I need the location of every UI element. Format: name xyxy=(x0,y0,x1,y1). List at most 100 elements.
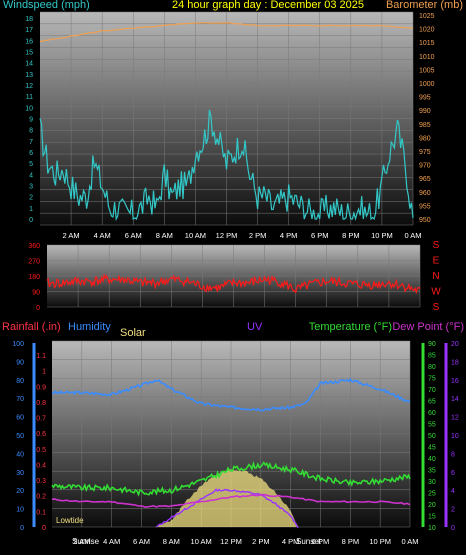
wind-time-tick: 4 PM xyxy=(280,231,298,240)
rainfall-tick: 0.1 xyxy=(36,509,46,516)
barometer-tick: 970 xyxy=(419,163,431,170)
windspeed-tick: 2 xyxy=(29,195,33,202)
temp-time-tick: 12 PM xyxy=(220,537,242,546)
windspeed-tick: 11 xyxy=(26,94,33,101)
barometer-tick: 960 xyxy=(419,190,431,197)
uv-tick: 0 xyxy=(451,525,455,532)
temp-time-tick: 4 PM xyxy=(282,537,300,546)
rainfall-tick: 0.2 xyxy=(36,494,46,501)
dewpoint-line xyxy=(51,493,411,508)
rainfall-tick: 0 xyxy=(42,525,46,532)
uv-line xyxy=(156,488,299,529)
wind-time-labels: 2 AM 4 AM 6 AM 8 AM 10 AM 12 PM 2 PM 4 PM 6 PM 8 … xyxy=(63,231,422,240)
temperature-tick: 55 xyxy=(428,422,436,429)
humidity-line xyxy=(51,377,411,412)
uv-tick: 18 xyxy=(451,359,459,366)
temp-time-tick: 6 PM xyxy=(312,537,330,546)
windspeed-tick: 6 xyxy=(29,150,33,157)
wind-direction-line xyxy=(46,273,421,295)
wind-time-tick: 12 PM xyxy=(216,231,238,240)
temperature-tick: 60 xyxy=(428,410,436,417)
rainfall-tick: 0.9 xyxy=(36,384,46,391)
barometer-tick: 950 xyxy=(419,217,431,224)
temperature-tick: 75 xyxy=(428,376,436,383)
barometer-tick: 965 xyxy=(419,176,431,183)
legend-dewpoint: Dew Point (°F) xyxy=(392,321,464,333)
humidity-tick: 10 xyxy=(16,507,24,514)
compass-label: S xyxy=(433,240,440,251)
windspeed-tick: 14 xyxy=(25,61,33,68)
windspeed-tick: 10 xyxy=(25,105,33,112)
humidity-tick: 20 xyxy=(16,488,24,495)
rainfall-tick: 0.8 xyxy=(36,400,46,407)
temperature-tick: 90 xyxy=(428,341,436,348)
temperature-tick: 10 xyxy=(428,525,436,532)
compass-label: W xyxy=(431,287,441,298)
barometer-tick: 1000 xyxy=(419,81,435,88)
temperature-tick: 50 xyxy=(428,433,436,440)
barometer-tick: 1005 xyxy=(419,67,435,74)
humidity-tick: 0 xyxy=(20,525,24,532)
temperature-tick: 15 xyxy=(428,514,436,521)
windspeed-tick: 4 xyxy=(29,172,33,179)
windspeed-tick: 1 xyxy=(29,206,33,213)
temp-time-tick: 6 AM xyxy=(133,537,150,546)
windspeed-tick: 17 xyxy=(25,27,33,34)
humidity-tick: 100 xyxy=(12,341,24,348)
barometer-tick: 955 xyxy=(419,203,431,210)
graph-title: 24 hour graph day : December 03 2025 xyxy=(172,0,364,11)
sunrise-label: Sunrise xyxy=(72,537,100,546)
temp-time-tick: 0 AM xyxy=(401,537,418,546)
legend-rainfall: Rainfall (.in) xyxy=(2,321,61,333)
wind-time-tick: 2 AM xyxy=(63,231,80,240)
wind-time-tick: 6 PM xyxy=(311,231,329,240)
temp-time-tick: 8 PM xyxy=(342,537,360,546)
temperature-tick: 65 xyxy=(428,399,436,406)
windspeed-tick: 0 xyxy=(29,217,33,224)
windspeed-tick: 15 xyxy=(25,50,33,57)
legend-temperature: Temperature (°F) xyxy=(309,321,392,333)
rainfall-tick: 1 xyxy=(42,369,46,376)
uv-tick: 10 xyxy=(451,433,459,440)
barometer-tick: 1020 xyxy=(419,27,435,34)
temperature-tick: 85 xyxy=(428,353,436,360)
windspeed-tick: 16 xyxy=(25,38,33,45)
windspeed-tick: 8 xyxy=(29,128,33,135)
uv-tick: 16 xyxy=(451,378,459,385)
direction-tick: 180 xyxy=(28,274,40,281)
direction-tick: 0 xyxy=(36,305,40,312)
windspeed-tick: 5 xyxy=(29,161,33,168)
barometer-tick: 1015 xyxy=(419,40,435,47)
uv-tick: 12 xyxy=(451,415,459,422)
temperature-tick: 20 xyxy=(428,502,436,509)
temperature-tick: 45 xyxy=(428,445,436,452)
direction-tick: 90 xyxy=(32,290,40,297)
temperature-line xyxy=(51,460,411,497)
temp-time-tick: 10 AM xyxy=(191,537,212,546)
compass-label: N xyxy=(432,271,439,282)
rainfall-tick: 1.1 xyxy=(36,353,46,360)
windspeed-tick: 7 xyxy=(29,139,33,146)
wind-time-tick: 10 AM xyxy=(185,231,206,240)
wind-time-tick: 8 PM xyxy=(342,231,360,240)
humidity-tick: 30 xyxy=(16,470,24,477)
uv-tick-labels: 0 2 4 6 8 10 12 14 16 18 20 xyxy=(451,341,459,532)
humidity-tick: 90 xyxy=(16,359,24,366)
rainfall-tick: 0.6 xyxy=(36,431,46,438)
rainfall-tick: 0.4 xyxy=(36,462,46,469)
temp-time-tick: 2 PM xyxy=(252,537,270,546)
uv-tick: 14 xyxy=(451,396,459,403)
rainfall-tick-labels: 0 0.1 0.2 0.3 0.4 0.5 0.6 0.7 0.8 0.9 1 1.1 xyxy=(36,353,46,532)
humidity-tick-labels: 0 10 20 30 40 50 60 70 80 90 100 xyxy=(12,341,24,532)
rainfall-tick: 0.5 xyxy=(36,447,46,454)
temperature-tick-labels: 10 15 20 25 30 35 40 45 50 55 60 65 70 75 80 85 90 xyxy=(428,341,436,532)
windspeed-tick: 18 xyxy=(25,16,33,23)
wind-time-tick: 6 AM xyxy=(125,231,142,240)
uv-tick: 2 xyxy=(451,507,455,514)
windspeed-tick: 3 xyxy=(29,184,33,191)
